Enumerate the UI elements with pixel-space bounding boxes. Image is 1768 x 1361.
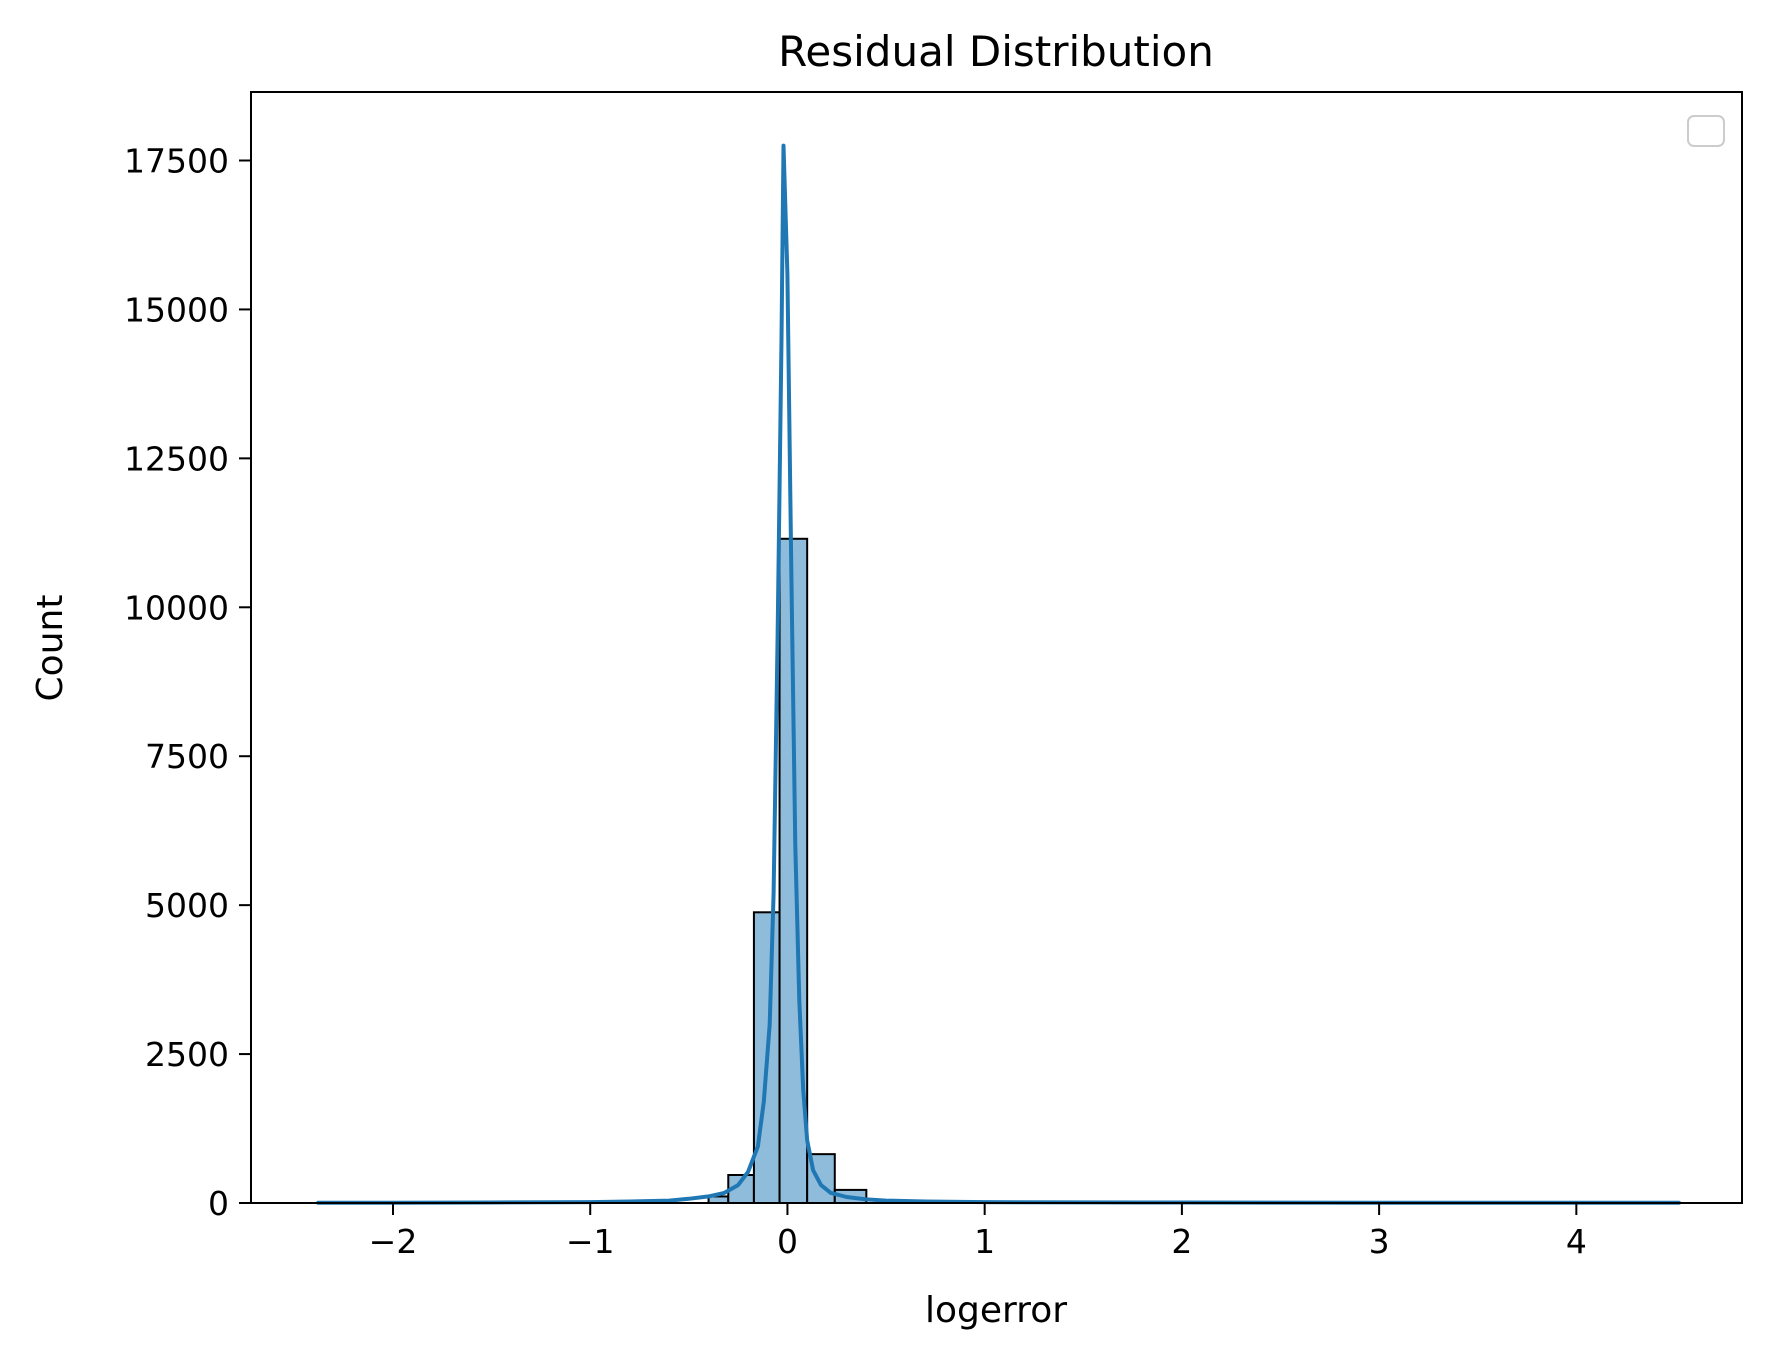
x-tick-label: 2 bbox=[1171, 1222, 1192, 1261]
y-tick-label: 12500 bbox=[124, 439, 229, 478]
y-tick-label: 15000 bbox=[124, 290, 229, 329]
y-tick-label: 0 bbox=[208, 1184, 229, 1223]
legend-box bbox=[1687, 115, 1725, 147]
y-tick-label: 10000 bbox=[124, 588, 229, 627]
x-tick-label: 1 bbox=[974, 1222, 995, 1261]
y-axis-label: Count bbox=[30, 595, 71, 702]
y-tick-label: 17500 bbox=[124, 142, 229, 181]
x-tick-label: 4 bbox=[1566, 1222, 1587, 1261]
x-axis: −2 −1 0 1 2 3 4 bbox=[369, 1203, 1587, 1261]
y-tick-label: 2500 bbox=[145, 1035, 229, 1074]
y-tick-label: 5000 bbox=[145, 886, 229, 925]
y-tick-label: 7500 bbox=[145, 737, 229, 776]
x-axis-label: logerror bbox=[925, 1290, 1067, 1331]
x-tick-label: −1 bbox=[566, 1222, 615, 1261]
kde-line bbox=[316, 143, 1681, 1205]
x-tick-label: 3 bbox=[1369, 1222, 1390, 1261]
chart-title: Residual Distribution bbox=[778, 27, 1214, 76]
histogram-bars bbox=[707, 537, 868, 1205]
x-tick-label: 0 bbox=[777, 1222, 798, 1261]
plot-frame bbox=[250, 91, 1743, 1204]
y-axis: 0 2500 5000 7500 10000 12500 15000 17500 bbox=[124, 142, 251, 1223]
x-tick-label: −2 bbox=[369, 1222, 418, 1261]
